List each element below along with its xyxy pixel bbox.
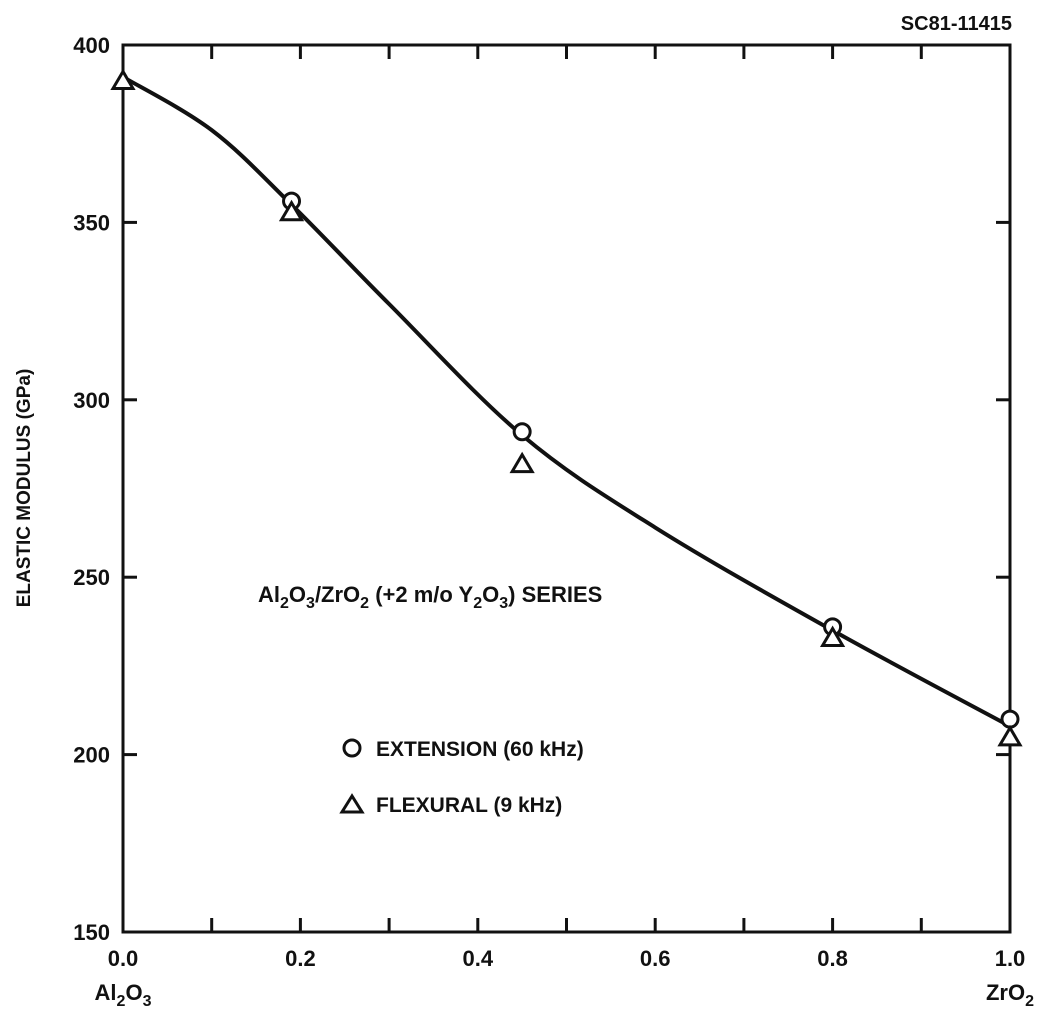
flexural-point <box>278 199 305 222</box>
legend-label-flexural: FLEXURAL (9 kHz) <box>376 794 562 817</box>
legend: EXTENSION (60 kHz) FLEXURAL (9 kHz) <box>339 738 584 817</box>
y-axis-label: ELASTIC MODULUS (GPa) <box>14 369 35 608</box>
x-end-label-right: ZrO2 <box>986 980 1034 1010</box>
flexural-point <box>110 68 136 90</box>
series-annotation: Al2O3/ZrO2 (+2 m/o Y2O3) SERIES <box>258 582 602 612</box>
x-tick-label: 1.0 <box>995 946 1026 971</box>
x-tick-labels: 0.0 0.2 0.4 0.6 0.8 1.0 <box>108 946 1026 971</box>
x-tick-label: 0.4 <box>463 946 494 971</box>
x-end-label-left: Al2O3 <box>95 980 152 1010</box>
figure-id: SC81-11415 <box>901 13 1012 35</box>
y-tick-label: 150 <box>73 920 110 945</box>
y-tick-label: 200 <box>73 743 110 768</box>
x-tick-label: 0.2 <box>285 946 316 971</box>
flexural-point <box>509 451 535 474</box>
axis-ticks <box>123 45 1010 932</box>
legend-label-extension: EXTENSION (60 kHz) <box>376 738 584 761</box>
data-markers <box>110 68 1023 747</box>
extension-point <box>1000 709 1020 729</box>
y-tick-label: 350 <box>73 210 110 235</box>
fit-curve <box>121 75 1011 728</box>
y-tick-label: 300 <box>73 388 110 413</box>
legend-triangle-marker <box>339 793 365 814</box>
plot-frame <box>121 43 1012 934</box>
y-tick-labels: 150 200 250 300 350 400 <box>73 33 110 945</box>
x-tick-label: 0.6 <box>640 946 671 971</box>
flexural-point <box>997 724 1023 747</box>
legend-circle-marker <box>342 738 362 758</box>
flexural-point <box>819 625 846 648</box>
y-tick-label: 400 <box>73 33 110 58</box>
x-tick-label: 0.0 <box>108 946 139 971</box>
y-tick-label: 250 <box>73 565 110 590</box>
extension-point <box>512 422 532 442</box>
x-tick-label: 0.8 <box>817 946 848 971</box>
